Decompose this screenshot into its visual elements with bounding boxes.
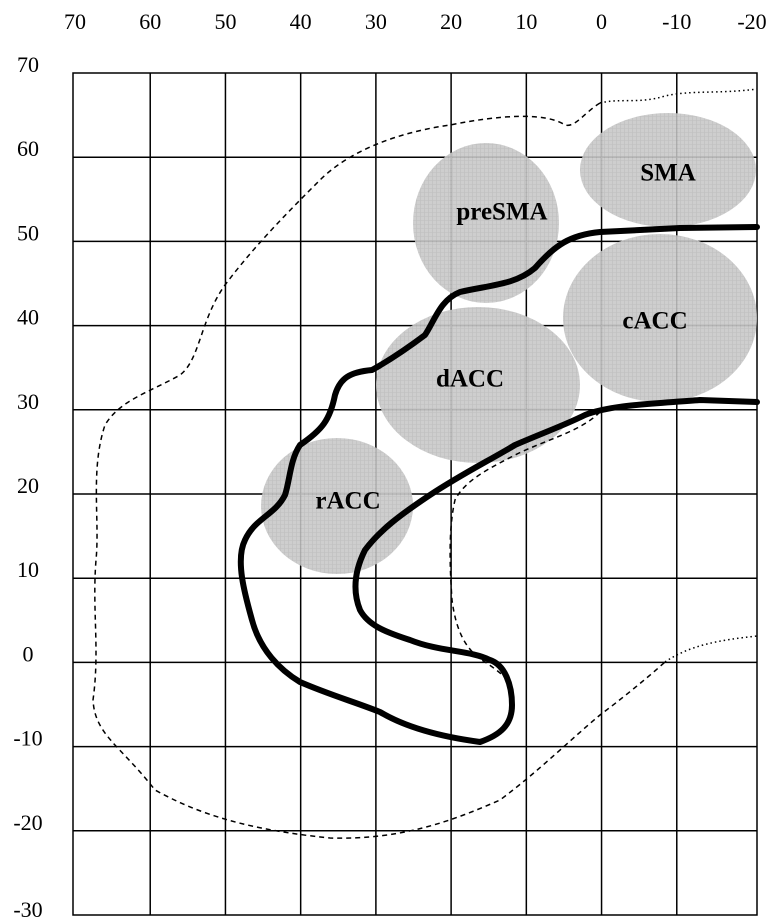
figure: 70 60 50 40 30 20 10 0 -10 -20 70 60 50 40 30 20 10 0 -10 -…	[0, 0, 775, 924]
x-tick-label: 40	[290, 9, 312, 34]
region-label: rACC	[315, 488, 380, 515]
x-tick-label: 50	[214, 9, 236, 34]
region-label: SMA	[640, 160, 696, 187]
y-tick-label: 20	[17, 473, 39, 498]
x-tick-label: 60	[139, 9, 161, 34]
y-tick-label: 60	[17, 136, 39, 161]
x-tick-label: -10	[662, 9, 691, 34]
y-tick-label: 50	[17, 220, 39, 245]
x-tick-label: 70	[64, 9, 86, 34]
y-tick-label: 0	[23, 641, 34, 666]
y-tick-label: -20	[13, 810, 42, 835]
y-tick-label: 40	[17, 305, 39, 330]
y-tick-label: 70	[17, 52, 39, 77]
x-tick-label: 30	[365, 9, 387, 34]
y-tick-label: -30	[13, 897, 42, 922]
region-label: preSMA	[456, 199, 547, 226]
x-tick-label: 10	[515, 9, 537, 34]
y-tick-label: 10	[17, 557, 39, 582]
region-label: dACC	[436, 366, 504, 393]
x-tick-label: -20	[737, 9, 766, 34]
x-tick-label: 0	[596, 9, 607, 34]
region-label: cACC	[622, 308, 687, 335]
y-tick-label: -10	[13, 726, 42, 751]
x-tick-label: 20	[440, 9, 462, 34]
y-tick-label: 30	[17, 389, 39, 414]
